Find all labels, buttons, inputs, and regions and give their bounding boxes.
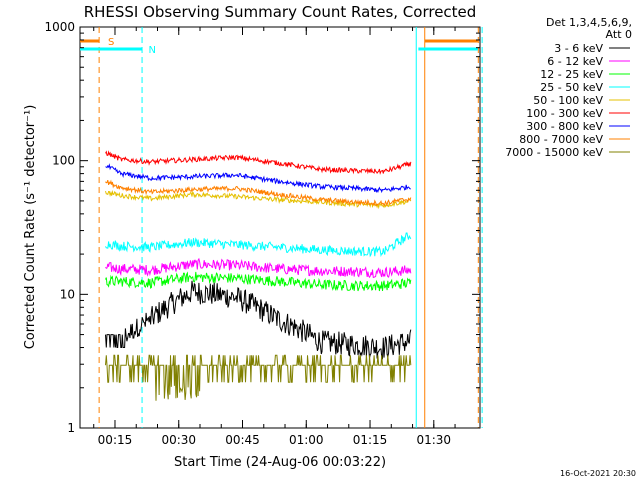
flag-label: S xyxy=(108,37,114,48)
x-tick-label: 01:00 xyxy=(289,433,324,447)
x-tick-label: 00:30 xyxy=(161,433,196,447)
legend-label: 800 - 7000 keV xyxy=(519,133,603,146)
series-line-4 xyxy=(105,189,412,210)
series-layer xyxy=(105,150,412,401)
series-line-6 xyxy=(105,163,411,194)
footer-date: 16-Oct-2021 20:30 xyxy=(560,469,636,478)
legend-label: 7000 - 15000 keV xyxy=(505,146,603,159)
legend-label: 12 - 25 keV xyxy=(540,68,603,81)
series-line-2 xyxy=(105,271,412,292)
series-line-1 xyxy=(105,257,412,279)
flags-layer: SN xyxy=(80,27,483,428)
legend-label: 25 - 50 keV xyxy=(540,81,603,94)
series-line-3 xyxy=(105,232,412,258)
x-tick-label: 01:30 xyxy=(416,433,451,447)
x-tick-label: 01:15 xyxy=(353,433,388,447)
legend-label: 50 - 100 keV xyxy=(533,94,603,107)
chart-title: RHESSI Observing Summary Count Rates, Co… xyxy=(84,3,477,21)
x-axis-label: Start Time (24-Aug-06 00:03:22) xyxy=(174,455,386,470)
plot-frame xyxy=(79,26,481,429)
y-axis-label: Corrected Count Rate (s⁻¹ detector⁻¹) xyxy=(23,105,38,350)
legend-label: 6 - 12 keV xyxy=(547,55,603,68)
legend-title-line-1: Det 1,3,4,5,6,9, xyxy=(546,16,632,29)
y-tick-label: 1 xyxy=(67,421,75,435)
y-tick-label: 1000 xyxy=(44,20,75,34)
series-line-5 xyxy=(105,150,412,175)
x-tick-label: 00:45 xyxy=(225,433,260,447)
legend-label: 300 - 800 keV xyxy=(526,120,603,133)
legend-title-line-2: Att 0 xyxy=(606,28,632,41)
x-tick-label: 00:15 xyxy=(98,433,133,447)
flag-label: N xyxy=(148,45,155,56)
legend-label: 3 - 6 keV xyxy=(554,42,603,55)
axes-layer: 1 10 100 1000 00:15 00:30 00:45 01:00 01:15 01:30 xyxy=(44,20,480,447)
y-tick-label: 100 xyxy=(52,154,75,168)
series-line-7 xyxy=(105,179,412,207)
series-line-8 xyxy=(105,354,412,401)
series-line-0 xyxy=(105,280,412,360)
legend-label: 100 - 300 keV xyxy=(526,107,603,120)
y-tick-label: 10 xyxy=(60,287,75,301)
